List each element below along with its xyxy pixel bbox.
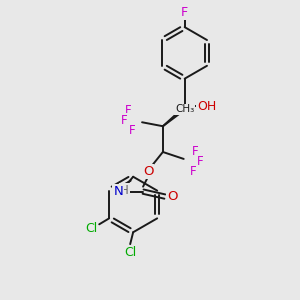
Text: F: F: [192, 146, 199, 158]
Text: O: O: [143, 165, 153, 178]
Text: OH: OH: [197, 100, 216, 113]
Text: F: F: [181, 6, 188, 19]
Text: F: F: [121, 114, 128, 127]
Text: Cl: Cl: [85, 222, 98, 235]
Text: F: F: [190, 165, 197, 178]
Text: F: F: [125, 104, 131, 117]
Text: N: N: [113, 185, 123, 198]
Text: F: F: [129, 124, 136, 137]
Text: Cl: Cl: [124, 245, 136, 259]
Text: O: O: [167, 190, 178, 203]
Text: H: H: [120, 184, 129, 197]
Text: CH₃: CH₃: [175, 104, 194, 114]
Text: F: F: [197, 155, 204, 168]
